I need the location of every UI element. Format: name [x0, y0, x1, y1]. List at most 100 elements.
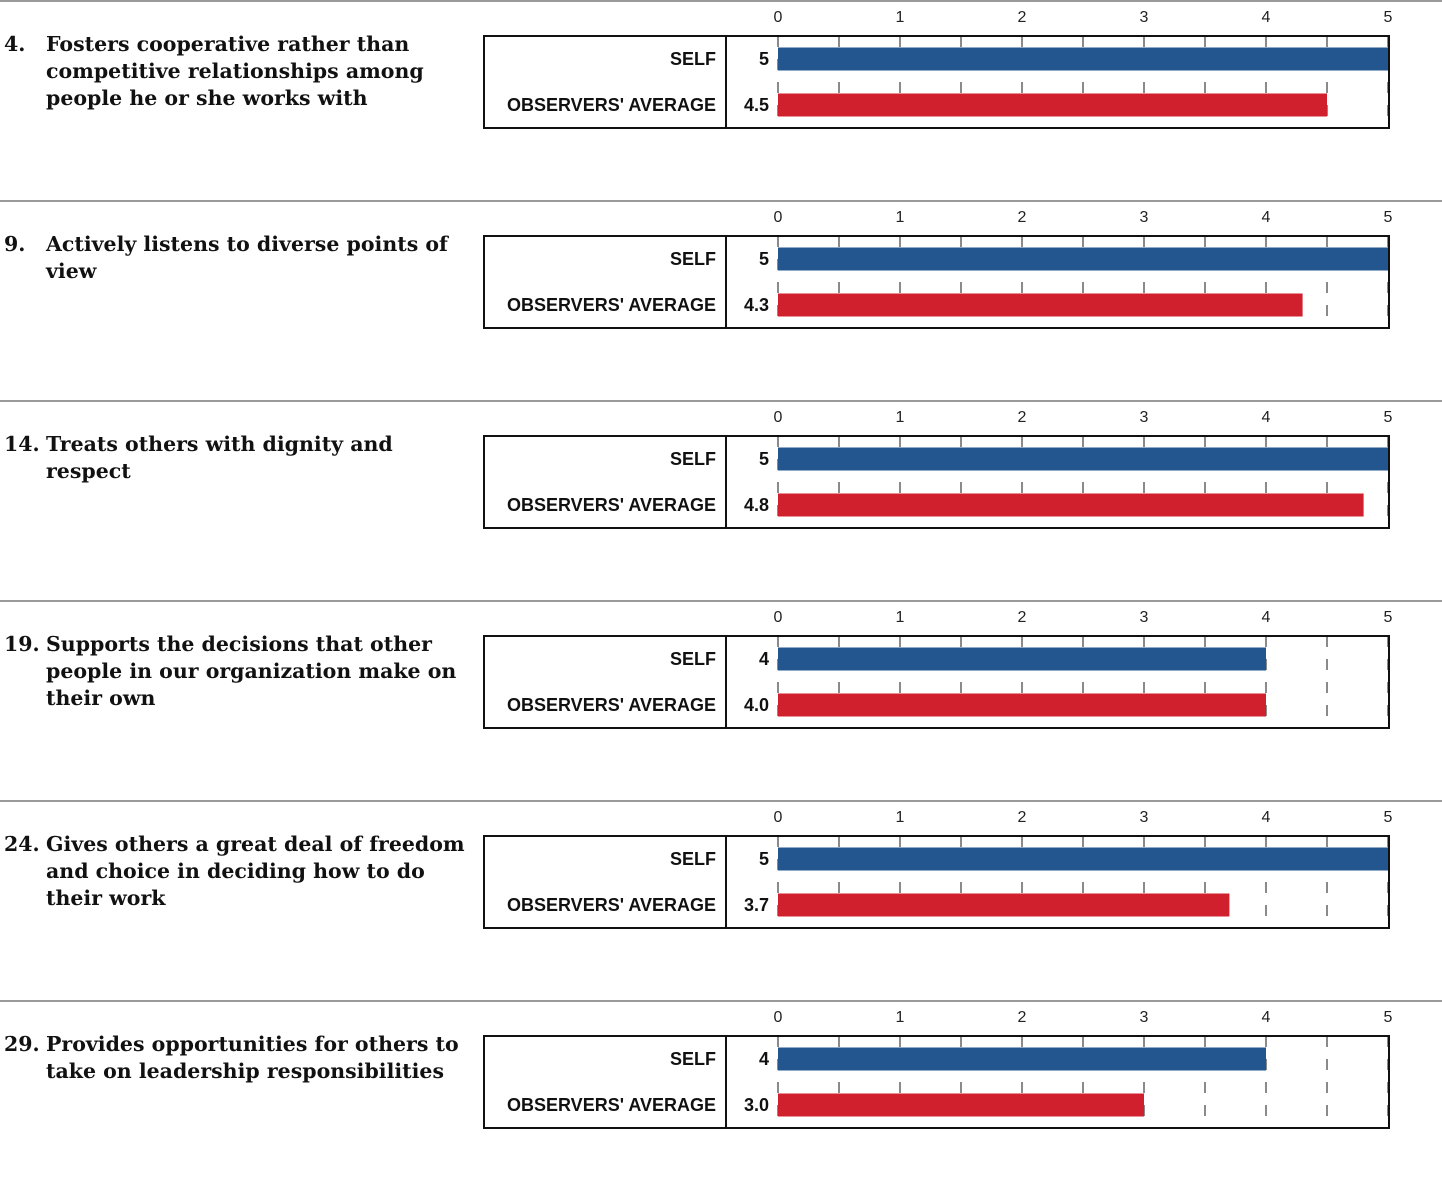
- x-tick-label: 4: [1262, 609, 1271, 626]
- observers-bar: [778, 1093, 1144, 1117]
- item-statement: 19. Supports the decisions that other peo…: [4, 631, 474, 712]
- item-statement-text: Treats others with dignity and respect: [46, 432, 393, 483]
- observers-label: OBSERVERS' AVERAGE: [507, 95, 716, 115]
- observers-label: OBSERVERS' AVERAGE: [507, 1095, 716, 1115]
- section-divider: [0, 800, 1442, 802]
- self-value: 4: [759, 1049, 769, 1069]
- x-tick-label: 4: [1262, 9, 1271, 26]
- x-tick-label: 3: [1140, 809, 1149, 826]
- observers-bar: [778, 893, 1230, 917]
- self-bar: [778, 847, 1388, 871]
- item-chart: 14. Treats others with dignity and respec…: [0, 400, 1442, 600]
- self-label: SELF: [670, 849, 716, 869]
- item-number: 14.: [4, 432, 40, 456]
- observers-value: 4.0: [744, 695, 769, 715]
- x-tick-label: 3: [1140, 9, 1149, 26]
- x-tick-label: 2: [1018, 809, 1027, 826]
- self-bar: [778, 247, 1388, 271]
- x-tick-label: 4: [1262, 809, 1271, 826]
- bar-chart: 0 1 2 3 4 5 SELF 4 OBSERVERS' AVERAGE 4.0: [483, 609, 1393, 729]
- x-tick-label: 2: [1018, 209, 1027, 226]
- x-tick-label: 1: [896, 809, 905, 826]
- item-statement-text: Gives others a great deal of freedom and…: [46, 832, 465, 910]
- chart-frame: [483, 235, 1390, 329]
- item-chart: 4. Fosters cooperative rather than compet…: [0, 0, 1442, 200]
- self-value: 5: [759, 849, 769, 869]
- observers-bar: [778, 93, 1327, 117]
- section-divider: [0, 200, 1442, 202]
- bar-chart: 0 1 2 3 4 5 SELF 5 OBSERVERS' AVERAGE 4.5: [483, 9, 1393, 129]
- x-tick-label: 2: [1018, 1009, 1027, 1026]
- item-chart: 24. Gives others a great deal of freedom …: [0, 800, 1442, 1000]
- section-divider: [0, 600, 1442, 602]
- bar-chart: 0 1 2 3 4 5 SELF 5 OBSERVERS' AVERAGE 3.7: [483, 809, 1393, 929]
- x-tick-label: 5: [1384, 609, 1393, 626]
- self-label: SELF: [670, 1049, 716, 1069]
- item-number: 19.: [4, 632, 40, 656]
- item-chart: 9. Actively listens to diverse points of …: [0, 200, 1442, 400]
- observers-label: OBSERVERS' AVERAGE: [507, 495, 716, 515]
- item-statement: 24. Gives others a great deal of freedom …: [4, 831, 474, 912]
- section-divider: [0, 400, 1442, 402]
- item-statement-text: Provides opportunities for others to tak…: [46, 1032, 459, 1083]
- observers-bar: [778, 693, 1266, 717]
- section-divider: [0, 1000, 1442, 1002]
- x-tick-label: 0: [774, 1009, 783, 1026]
- self-label: SELF: [670, 449, 716, 469]
- self-label: SELF: [670, 49, 716, 69]
- bar-chart: 0 1 2 3 4 5 SELF 4 OBSERVERS' AVERAGE 3.0: [483, 1009, 1393, 1129]
- item-statement: 4. Fosters cooperative rather than compet…: [4, 31, 474, 112]
- item-statement: 29. Provides opportunities for others to …: [4, 1031, 474, 1085]
- x-tick-label: 5: [1384, 209, 1393, 226]
- x-tick-label: 3: [1140, 409, 1149, 426]
- x-tick-label: 1: [896, 609, 905, 626]
- x-tick-label: 5: [1384, 809, 1393, 826]
- x-tick-label: 1: [896, 209, 905, 226]
- self-value: 5: [759, 249, 769, 269]
- item-chart: 29. Provides opportunities for others to …: [0, 1000, 1442, 1200]
- observers-value: 4.3: [744, 295, 769, 315]
- x-tick-label: 5: [1384, 409, 1393, 426]
- self-bar: [778, 447, 1388, 471]
- chart-frame: [483, 635, 1390, 729]
- observers-label: OBSERVERS' AVERAGE: [507, 295, 716, 315]
- x-tick-label: 0: [774, 209, 783, 226]
- x-tick-label: 2: [1018, 609, 1027, 626]
- observers-value: 4.8: [744, 495, 769, 515]
- item-statement: 9. Actively listens to diverse points of …: [4, 231, 474, 285]
- x-tick-label: 3: [1140, 209, 1149, 226]
- self-value: 4: [759, 649, 769, 669]
- self-bar: [778, 47, 1388, 71]
- x-tick-label: 1: [896, 9, 905, 26]
- chart-frame: [483, 1035, 1390, 1129]
- x-tick-label: 2: [1018, 409, 1027, 426]
- observers-value: 3.7: [744, 895, 769, 915]
- observers-value: 4.5: [744, 95, 769, 115]
- bar-chart: 0 1 2 3 4 5 SELF 5 OBSERVERS' AVERAGE 4.8: [483, 409, 1393, 529]
- x-tick-label: 4: [1262, 409, 1271, 426]
- x-tick-label: 0: [774, 609, 783, 626]
- x-tick-label: 3: [1140, 609, 1149, 626]
- item-chart: 19. Supports the decisions that other peo…: [0, 600, 1442, 800]
- x-tick-label: 5: [1384, 9, 1393, 26]
- item-statement-text: Supports the decisions that other people…: [46, 632, 457, 710]
- self-value: 5: [759, 449, 769, 469]
- self-label: SELF: [670, 649, 716, 669]
- x-tick-label: 4: [1262, 1009, 1271, 1026]
- item-number: 9.: [4, 232, 26, 256]
- item-statement-text: Fosters cooperative rather than competit…: [46, 32, 424, 110]
- x-tick-label: 1: [896, 1009, 905, 1026]
- item-number: 29.: [4, 1032, 40, 1056]
- x-tick-label: 3: [1140, 1009, 1149, 1026]
- self-bar: [778, 1047, 1266, 1071]
- x-tick-label: 5: [1384, 1009, 1393, 1026]
- item-number: 4.: [4, 32, 26, 56]
- x-tick-label: 4: [1262, 209, 1271, 226]
- x-tick-label: 0: [774, 409, 783, 426]
- chart-frame: [483, 35, 1390, 129]
- item-statement: 14. Treats others with dignity and respec…: [4, 431, 474, 485]
- item-number: 24.: [4, 832, 40, 856]
- x-tick-label: 2: [1018, 9, 1027, 26]
- observers-bar: [778, 493, 1364, 517]
- observers-label: OBSERVERS' AVERAGE: [507, 695, 716, 715]
